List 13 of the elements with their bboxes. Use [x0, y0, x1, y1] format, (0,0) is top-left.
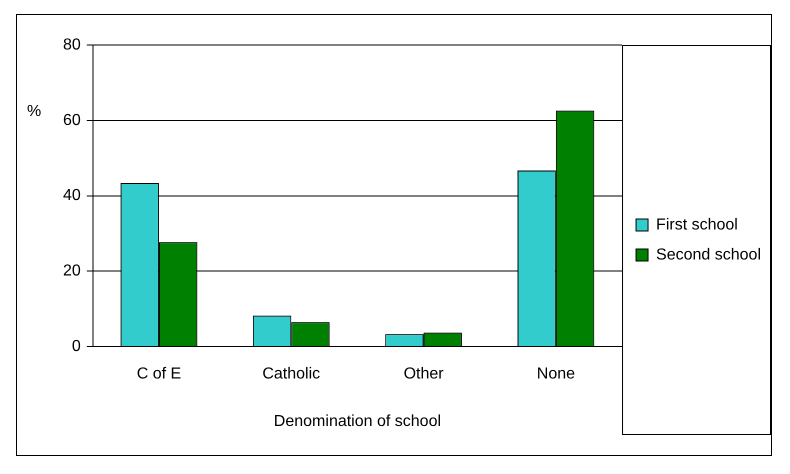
legend-label: First school	[656, 216, 738, 234]
y-tick-label: 60	[63, 112, 81, 129]
x-tick-label: Other	[404, 366, 444, 383]
x-axis-title: Denomination of school	[274, 412, 442, 430]
y-tick-label: 40	[63, 187, 81, 204]
y-axis-title: %	[27, 102, 42, 120]
x-tick-label: Catholic	[262, 366, 320, 383]
x-tick-label: None	[536, 366, 576, 383]
y-tick-label: 80	[63, 36, 81, 54]
x-tick-label: C of E	[136, 366, 182, 383]
legend-label: Second school	[656, 246, 762, 264]
y-tick-label: 0	[72, 338, 81, 356]
y-tick-label: 20	[63, 262, 81, 280]
